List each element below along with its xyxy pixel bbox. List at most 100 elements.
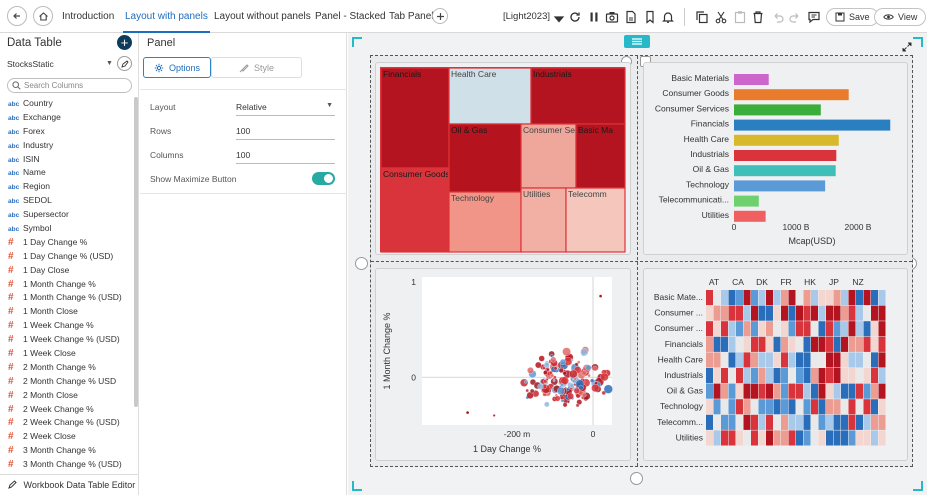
heatmap-cell[interactable] [773, 305, 781, 321]
heatmap-cell[interactable] [863, 290, 871, 306]
heatmap-cell[interactable] [751, 399, 758, 415]
heatmap-cell[interactable] [751, 430, 758, 446]
heatmap-cell[interactable] [758, 336, 766, 352]
heatmap-cell[interactable] [758, 383, 766, 399]
heatmap-cell[interactable] [736, 305, 743, 321]
heatmap-cell[interactable] [841, 321, 848, 337]
heatmap-cell[interactable] [743, 399, 751, 415]
heatmap-cell[interactable] [796, 399, 803, 415]
heatmap-cell[interactable] [856, 383, 863, 399]
heatmap-cell[interactable] [803, 430, 811, 446]
scatter-point[interactable] [570, 358, 574, 362]
heatmap-cell[interactable] [826, 290, 833, 306]
refresh-icon[interactable] [568, 10, 582, 24]
heatmap-cell[interactable] [781, 399, 788, 415]
tab-layout-without-panels[interactable]: Layout without panels [214, 11, 311, 22]
bar[interactable] [734, 210, 766, 222]
caret-down-icon[interactable] [552, 12, 566, 26]
heatmap-cell[interactable] [766, 321, 773, 337]
heatmap-cell[interactable] [728, 383, 736, 399]
column-item[interactable]: #2 Week Close [0, 430, 134, 444]
heatmap-cell[interactable] [818, 368, 826, 384]
heatmap-cell[interactable] [818, 383, 826, 399]
heatmap-cell[interactable] [736, 352, 743, 368]
heatmap-cell[interactable] [766, 414, 773, 430]
heatmap-cell[interactable] [871, 368, 878, 384]
scatter-point[interactable] [466, 411, 469, 414]
column-item[interactable]: #1 Day Change % [0, 236, 134, 250]
search-columns-input[interactable]: Search Columns [7, 78, 132, 93]
scatter-point[interactable] [538, 355, 545, 362]
scatter-point[interactable] [581, 392, 587, 398]
heatmap-cell[interactable] [773, 430, 781, 446]
heatmap-cell[interactable] [751, 305, 758, 321]
pause-icon[interactable] [587, 10, 601, 24]
column-item[interactable]: abc Region [0, 180, 134, 194]
scatter-point[interactable] [543, 370, 548, 375]
resize-handle-bottom[interactable] [630, 472, 643, 485]
heatmap-cell[interactable] [751, 368, 758, 384]
heatmap-cell[interactable] [878, 290, 886, 306]
heatmap-cell[interactable] [878, 399, 886, 415]
heatmap-cell[interactable] [706, 430, 713, 446]
heatmap-cell[interactable] [773, 399, 781, 415]
copy-icon[interactable] [695, 10, 709, 24]
heatmap-cell[interactable] [713, 305, 721, 321]
heatmap-cell[interactable] [803, 290, 811, 306]
scatter-point[interactable] [546, 367, 550, 372]
heatmap-cell[interactable] [788, 430, 796, 446]
heatmap-cell[interactable] [758, 305, 766, 321]
heatmap-cell[interactable] [863, 383, 871, 399]
scatter-point[interactable] [525, 388, 529, 393]
heatmap-cell[interactable] [811, 305, 818, 321]
data-source-name[interactable]: StocksStatic [7, 59, 54, 69]
heatmap-cell[interactable] [788, 368, 796, 384]
scatter-point[interactable] [592, 365, 598, 371]
heatmap-cell[interactable] [751, 383, 758, 399]
scatter-point[interactable] [562, 371, 567, 376]
heatmap-cell[interactable] [781, 321, 788, 337]
heatmap-cell[interactable] [826, 368, 833, 384]
heatmap-cell[interactable] [818, 352, 826, 368]
scatter-point[interactable] [580, 348, 589, 357]
heatmap-cell[interactable] [856, 399, 863, 415]
heatmap-cell[interactable] [863, 414, 871, 430]
heatmap-cell[interactable] [788, 383, 796, 399]
treemap-cell[interactable] [575, 123, 626, 189]
scatter-point[interactable] [526, 391, 534, 399]
scatter-point[interactable] [529, 388, 535, 394]
heatmap-cell[interactable] [728, 399, 736, 415]
heatmap-cell[interactable] [736, 368, 743, 384]
heatmap-cell[interactable] [743, 414, 751, 430]
scatter-point[interactable] [557, 387, 565, 395]
heatmap-cell[interactable] [766, 430, 773, 446]
heatmap-cell[interactable] [803, 383, 811, 399]
save-button[interactable]: Save [826, 8, 879, 26]
heatmap-cell[interactable] [713, 321, 721, 337]
heatmap-cell[interactable] [841, 414, 848, 430]
heatmap-cell[interactable] [781, 336, 788, 352]
scatter-point[interactable] [573, 387, 580, 394]
heatmap-cell[interactable] [841, 430, 848, 446]
panel-menu-handle[interactable] [624, 35, 650, 48]
heatmap-cell[interactable] [826, 336, 833, 352]
column-item[interactable]: #1 Month Change % [0, 278, 134, 292]
heatmap-cell[interactable] [751, 321, 758, 337]
heatmap-cell[interactable] [796, 305, 803, 321]
scatter-point[interactable] [524, 380, 528, 384]
heatmap-cell[interactable] [728, 321, 736, 337]
scatter-point[interactable] [591, 384, 600, 393]
heatmap-cell[interactable] [863, 336, 871, 352]
heatmap-cell[interactable] [878, 414, 886, 430]
heatmap-cell[interactable] [743, 290, 751, 306]
heatmap-cell[interactable] [878, 352, 886, 368]
heatmap-cell[interactable] [781, 290, 788, 306]
heatmap-cell[interactable] [856, 290, 863, 306]
heatmap-panel[interactable]: AT CA DK FR HK JP NZ Basic Mate... Consumer ... C… [643, 268, 908, 461]
treemap-cell[interactable] [380, 67, 450, 169]
heatmap-cell[interactable] [728, 368, 736, 384]
heatmap-cell[interactable] [871, 399, 878, 415]
heatmap-cell[interactable] [796, 336, 803, 352]
scatter-point[interactable] [577, 360, 581, 364]
heatmap-cell[interactable] [781, 305, 788, 321]
